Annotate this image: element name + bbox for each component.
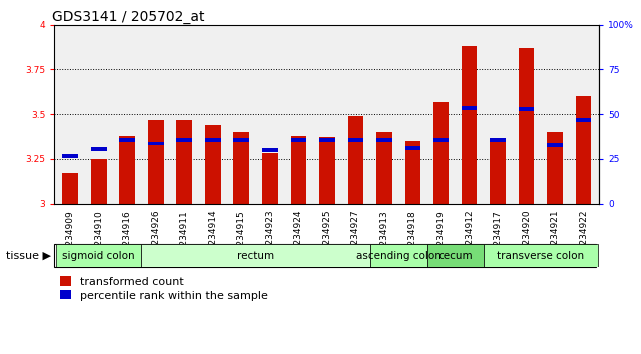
Bar: [91, 159, 106, 204]
Bar: [462, 46, 478, 204]
Bar: [91, 147, 106, 151]
Bar: [490, 141, 506, 204]
Bar: [319, 138, 335, 142]
Bar: [519, 48, 535, 204]
Bar: [433, 102, 449, 204]
Bar: [576, 118, 592, 122]
Bar: [427, 244, 484, 267]
Text: cecum: cecum: [438, 251, 472, 261]
Bar: [56, 244, 142, 267]
Text: ascending colon: ascending colon: [356, 251, 440, 261]
Bar: [319, 137, 335, 204]
Bar: [176, 120, 192, 204]
Text: transverse colon: transverse colon: [497, 251, 585, 261]
Bar: [404, 141, 420, 204]
Bar: [547, 143, 563, 147]
Bar: [62, 154, 78, 158]
Bar: [376, 132, 392, 204]
Bar: [148, 120, 163, 204]
Bar: [290, 138, 306, 142]
Text: tissue ▶: tissue ▶: [6, 251, 51, 261]
Bar: [290, 136, 306, 204]
Bar: [376, 138, 392, 142]
Bar: [484, 244, 598, 267]
Bar: [462, 106, 478, 110]
Bar: [148, 142, 163, 145]
Bar: [119, 136, 135, 204]
Bar: [547, 132, 563, 204]
Text: GDS3141 / 205702_at: GDS3141 / 205702_at: [52, 10, 204, 24]
Bar: [576, 96, 592, 204]
Bar: [262, 154, 278, 204]
Bar: [205, 138, 221, 142]
Bar: [142, 244, 370, 267]
Bar: [370, 244, 427, 267]
Bar: [262, 148, 278, 152]
Bar: [233, 132, 249, 204]
Bar: [233, 138, 249, 142]
Text: rectum: rectum: [237, 251, 274, 261]
Bar: [205, 125, 221, 204]
Bar: [176, 138, 192, 142]
Bar: [490, 138, 506, 142]
Legend: transformed count, percentile rank within the sample: transformed count, percentile rank withi…: [60, 276, 268, 301]
Bar: [62, 173, 78, 204]
Bar: [347, 138, 363, 142]
Bar: [347, 116, 363, 204]
Bar: [433, 138, 449, 142]
Bar: [519, 107, 535, 110]
Bar: [404, 146, 420, 150]
Bar: [119, 138, 135, 142]
Text: sigmoid colon: sigmoid colon: [62, 251, 135, 261]
